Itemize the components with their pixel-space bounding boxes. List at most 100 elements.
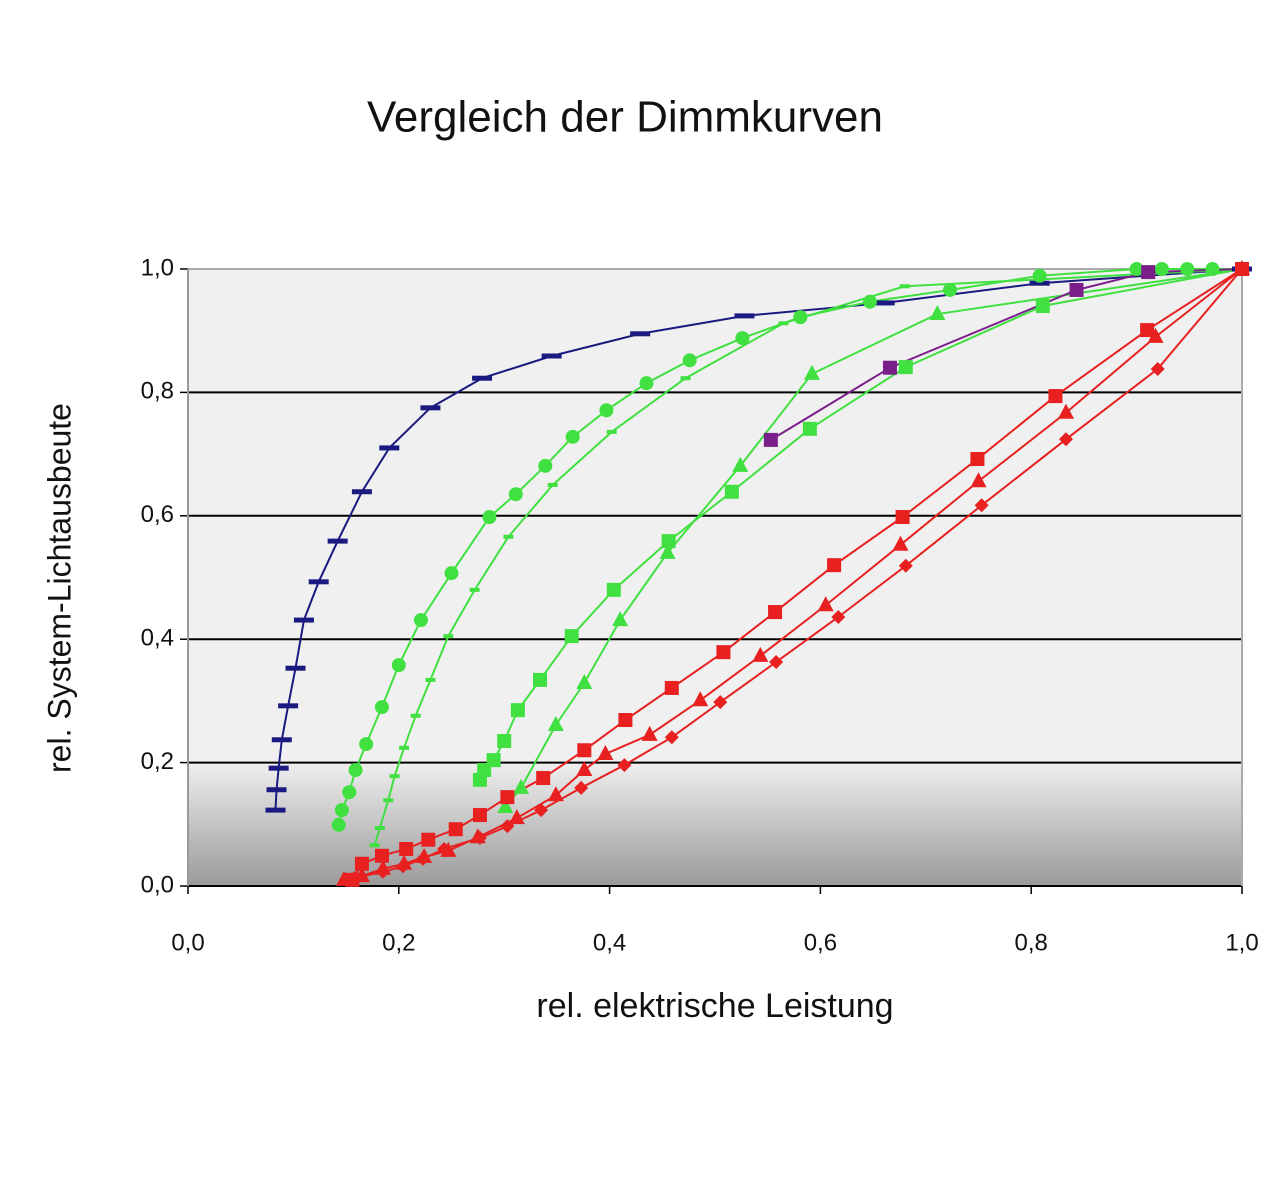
diamond-marker — [831, 609, 846, 624]
triangle-marker — [547, 786, 564, 802]
square-marker — [354, 856, 369, 871]
square-marker — [497, 734, 512, 749]
x-tick-label: 1,0 — [1225, 929, 1258, 956]
square-marker — [1069, 282, 1084, 297]
circle-marker — [1205, 262, 1220, 276]
diamond-marker — [500, 819, 515, 834]
diamond-marker — [1235, 262, 1249, 276]
small-dash-marker — [410, 713, 421, 718]
diamond-marker — [375, 864, 390, 879]
y-tick-label: 0,2 — [141, 748, 174, 775]
triangle-marker — [1057, 403, 1074, 419]
diamond-marker — [664, 730, 679, 745]
triangle-marker — [513, 778, 530, 794]
circle-marker — [331, 817, 346, 832]
dash-marker — [420, 405, 441, 411]
diamond-marker — [437, 841, 452, 856]
square-marker — [763, 432, 778, 447]
square-marker — [1141, 265, 1156, 280]
diamond-marker — [898, 558, 913, 573]
small-dash-marker — [899, 284, 910, 289]
triangle-marker — [692, 691, 709, 707]
square-marker — [1035, 299, 1050, 314]
x-tick-label: 0,6 — [804, 929, 837, 956]
circle-marker — [1180, 262, 1195, 276]
square-marker — [724, 484, 739, 499]
dash-marker — [734, 313, 755, 319]
small-dash-marker — [399, 745, 410, 750]
circle-marker — [943, 282, 958, 297]
chart-title: Vergleich der Dimmkurven — [367, 93, 883, 142]
dash-marker — [874, 300, 895, 306]
dash-marker — [268, 765, 289, 771]
square-marker — [716, 645, 731, 660]
dash-marker — [379, 445, 400, 451]
dash-marker — [265, 807, 286, 813]
y-tick-label: 1,0 — [141, 254, 174, 281]
triangle-marker — [497, 798, 514, 814]
circle-marker — [639, 376, 654, 391]
triangle-marker — [970, 472, 987, 488]
triangle-marker — [576, 761, 593, 777]
triangle-marker — [659, 543, 676, 559]
small-dash-marker — [778, 321, 789, 326]
x-tick-label: 0,8 — [1015, 929, 1048, 956]
circle-marker — [538, 458, 553, 473]
series-line — [373, 268, 1243, 846]
y-tick-label: 0,8 — [141, 378, 174, 405]
triangle-marker — [803, 364, 820, 380]
triangle-marker — [508, 809, 525, 825]
square-marker — [802, 421, 817, 436]
square-marker — [486, 753, 501, 768]
square-marker — [533, 672, 548, 687]
triangle-marker — [929, 305, 946, 321]
small-dash-marker — [383, 798, 394, 803]
square-marker — [1140, 323, 1155, 338]
triangle-marker — [547, 715, 564, 731]
x-tick-label: 0,2 — [382, 929, 415, 956]
diamond-marker — [1150, 361, 1165, 376]
small-dash-marker — [443, 634, 454, 639]
square-marker — [768, 605, 783, 620]
dash-marker — [308, 579, 329, 585]
triangle-marker — [335, 870, 352, 886]
small-dash-marker — [369, 843, 380, 848]
dash-marker — [266, 787, 287, 793]
square-marker — [664, 680, 679, 695]
x-tick-label: 0,4 — [593, 929, 626, 956]
small-dash-marker — [425, 677, 436, 682]
y-tick-label: 0,4 — [141, 625, 174, 652]
diamond-marker — [347, 870, 362, 885]
circle-marker — [682, 353, 697, 368]
square-marker — [564, 629, 579, 644]
circle-marker — [444, 566, 459, 581]
square-marker — [970, 452, 985, 467]
plot-background-shade — [188, 764, 1242, 886]
circle-marker — [413, 613, 428, 628]
square-marker — [895, 510, 910, 525]
dash-marker — [351, 489, 372, 495]
series-line — [504, 268, 1243, 808]
diamond-marker — [416, 851, 431, 866]
square-marker — [577, 743, 592, 758]
dash-marker — [541, 353, 562, 359]
square-marker — [399, 841, 414, 856]
square-marker — [618, 713, 633, 728]
triangle-marker — [641, 725, 658, 741]
circle-marker — [1032, 268, 1047, 283]
series-markers — [265, 260, 1252, 887]
circle-marker — [391, 658, 406, 673]
circle-marker — [565, 429, 580, 444]
triangle-marker — [612, 611, 629, 627]
circle-marker — [1129, 262, 1144, 276]
small-dash-marker — [389, 774, 400, 779]
dash-marker — [285, 665, 306, 671]
square-marker — [421, 832, 436, 847]
circle-marker — [482, 510, 497, 525]
circle-marker — [793, 310, 808, 325]
square-marker — [827, 558, 842, 573]
x-axis-label: rel. elektrische Leistung — [536, 987, 893, 1025]
diamond-marker — [713, 695, 728, 710]
triangle-marker — [576, 674, 593, 690]
